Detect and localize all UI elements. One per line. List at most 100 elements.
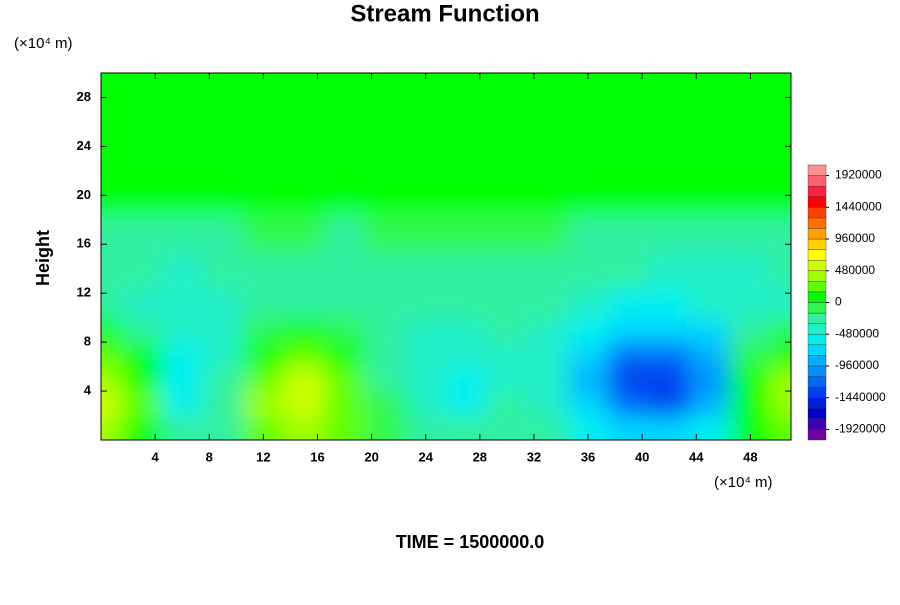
field-cell bbox=[283, 342, 326, 368]
x-tick-label: 24 bbox=[418, 449, 433, 464]
field-cell bbox=[567, 342, 610, 368]
field-cell bbox=[364, 391, 407, 417]
colorbar-box bbox=[807, 386, 827, 398]
field-cell bbox=[202, 250, 245, 289]
field-cell bbox=[446, 342, 488, 368]
field-cell bbox=[121, 250, 163, 289]
field-cell bbox=[648, 250, 691, 289]
field-cell bbox=[770, 164, 791, 215]
field-cell bbox=[689, 213, 732, 252]
field-cell bbox=[770, 391, 791, 417]
field-cell bbox=[486, 213, 529, 252]
x-tick-label: 20 bbox=[364, 449, 378, 464]
field-cell bbox=[202, 103, 245, 166]
field-cell bbox=[364, 250, 407, 289]
field-cell bbox=[689, 287, 732, 319]
field-cell bbox=[446, 103, 488, 166]
field-cell bbox=[486, 366, 529, 393]
field-cell bbox=[101, 391, 123, 417]
field-cell bbox=[121, 317, 163, 344]
field-cell bbox=[161, 287, 204, 319]
field-cell bbox=[101, 103, 123, 166]
field-cell bbox=[324, 415, 366, 440]
colorbar-box bbox=[807, 376, 827, 388]
field-cell bbox=[770, 415, 791, 440]
field-cell bbox=[324, 317, 366, 344]
field-cell bbox=[324, 103, 366, 166]
field-cell bbox=[730, 73, 772, 105]
field-cell bbox=[364, 342, 407, 368]
field-cell bbox=[243, 164, 285, 215]
colorbar-label: -1920000 bbox=[835, 422, 886, 436]
field-cell bbox=[648, 213, 691, 252]
field-cell bbox=[527, 342, 569, 368]
field-cell bbox=[648, 103, 691, 166]
field-cell bbox=[527, 391, 569, 417]
field-cell bbox=[101, 342, 123, 368]
field-cell bbox=[608, 73, 650, 105]
colorbar-label: -480000 bbox=[835, 326, 879, 340]
field-cell bbox=[121, 287, 163, 319]
field-cell bbox=[161, 73, 204, 105]
y-tick-label: 16 bbox=[77, 236, 91, 251]
field-cell bbox=[689, 250, 732, 289]
colorbar-box bbox=[807, 312, 827, 324]
field-cell bbox=[527, 366, 569, 393]
colorbar-box bbox=[807, 302, 827, 314]
field-cell bbox=[405, 391, 447, 417]
field-cell bbox=[730, 164, 772, 215]
colorbar-box bbox=[807, 196, 827, 208]
field-cell bbox=[527, 213, 569, 252]
field-cell bbox=[405, 287, 447, 319]
y-unit: (×10⁴ m) bbox=[14, 35, 73, 52]
field-cell bbox=[770, 103, 791, 166]
field-cell bbox=[608, 342, 650, 368]
field-cell bbox=[608, 103, 650, 166]
field-cell bbox=[243, 287, 285, 319]
field-cell bbox=[648, 366, 691, 393]
field-cell bbox=[243, 213, 285, 252]
field-cell bbox=[648, 73, 691, 105]
x-tick-label: 32 bbox=[527, 449, 541, 464]
field-cell bbox=[567, 103, 610, 166]
field-cell bbox=[648, 342, 691, 368]
field-cell bbox=[405, 342, 447, 368]
field-cell bbox=[608, 317, 650, 344]
colorbar-box bbox=[807, 429, 827, 441]
field-cell bbox=[121, 73, 163, 105]
field-cell bbox=[161, 164, 204, 215]
field-cell bbox=[202, 366, 245, 393]
field-cell bbox=[283, 317, 326, 344]
field-cell bbox=[648, 287, 691, 319]
field-cell bbox=[121, 164, 163, 215]
field-cell bbox=[364, 103, 407, 166]
y-tick-label: 20 bbox=[77, 187, 91, 202]
colorbar-box bbox=[807, 418, 827, 430]
field-cell bbox=[648, 415, 691, 440]
field-cell bbox=[770, 342, 791, 368]
colorbar-label: 960000 bbox=[835, 231, 875, 245]
colorbar-box bbox=[807, 249, 827, 261]
field-cell bbox=[486, 342, 529, 368]
field-cell bbox=[202, 73, 245, 105]
field-cell bbox=[364, 164, 407, 215]
colorbar-box bbox=[807, 365, 827, 377]
colorbar-box bbox=[807, 185, 827, 197]
field-cell bbox=[689, 73, 732, 105]
field-cell bbox=[121, 391, 163, 417]
field-cell bbox=[486, 287, 529, 319]
field-cell bbox=[770, 366, 791, 393]
field-cell bbox=[161, 213, 204, 252]
colorbar-box bbox=[807, 164, 827, 176]
field-cell bbox=[161, 415, 204, 440]
colorbar-label: -960000 bbox=[835, 358, 879, 372]
field-cell bbox=[608, 287, 650, 319]
field-cell bbox=[364, 366, 407, 393]
field-cell bbox=[730, 391, 772, 417]
field-cell bbox=[161, 342, 204, 368]
field-cell bbox=[689, 366, 732, 393]
colorbar-label: 0 bbox=[835, 295, 842, 309]
field-cell bbox=[527, 317, 569, 344]
field-cell bbox=[446, 366, 488, 393]
